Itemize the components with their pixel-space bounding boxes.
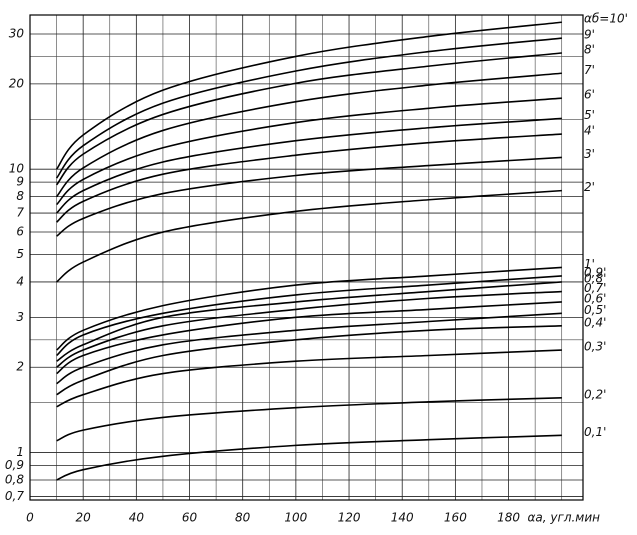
y-tick-label: 0,7 (5, 489, 24, 503)
curve (56, 290, 562, 368)
series-label: 2' (584, 180, 595, 194)
series-label: 0,5' (584, 303, 606, 317)
series-label: 4' (584, 124, 595, 138)
series-label: 6' (584, 88, 595, 102)
y-tick-label: 9 (16, 175, 24, 189)
curve (55, 52, 562, 186)
series-label: 3' (584, 147, 595, 161)
plot-frame (29, 14, 584, 501)
series-label: 0,8' (584, 271, 606, 285)
x-tick-label: 100 (284, 511, 307, 525)
series-label: 5' (584, 108, 595, 122)
x-tick-label: 140 (391, 511, 414, 525)
y-tick-label: 1 (16, 445, 24, 459)
x-tick-label: 40 (129, 511, 145, 525)
curve (56, 156, 562, 237)
y-tick-label: 6 (16, 225, 24, 239)
curve (55, 21, 562, 170)
y-tick-label: 0,9 (5, 458, 24, 472)
curve (56, 281, 562, 362)
curve (56, 397, 562, 442)
curve (56, 275, 562, 357)
y-tick-label: 8 (16, 189, 24, 203)
series-label: 0,7' (584, 281, 606, 295)
series-label: 0,3' (584, 340, 606, 354)
series-label: 1' (584, 257, 595, 271)
curve (56, 266, 562, 351)
curve (56, 117, 562, 214)
y-tick-label: 2 (16, 360, 24, 374)
y-tick-label: 4 (16, 274, 24, 288)
x-tick-label: 80 (235, 511, 251, 525)
series-label: 0,4' (584, 315, 606, 329)
y-tick-label: 20 (9, 76, 25, 90)
y-tick-label: 30 (9, 26, 25, 40)
series-label: 0,2' (584, 387, 606, 401)
x-tick-label: 60 (182, 511, 198, 525)
curve (55, 37, 562, 179)
y-tick-label: 0,8 (5, 472, 24, 486)
curve (56, 133, 562, 223)
curve (56, 434, 562, 481)
x-tick-label: 160 (444, 511, 467, 525)
curve (56, 312, 562, 385)
x-tick-label: 180 (497, 511, 520, 525)
y-tick-label: 3 (16, 310, 24, 324)
x-tick-label: 20 (76, 511, 92, 525)
curve (56, 325, 562, 396)
series-label: 7' (584, 63, 595, 77)
curve (56, 189, 562, 283)
x-tick-label: 120 (338, 511, 361, 525)
curve (56, 301, 562, 375)
series-label: αб=10' (584, 12, 628, 26)
y-tick-label: 7 (16, 206, 24, 220)
series-label: 0,1' (584, 425, 606, 439)
y-tick-label: 10 (9, 162, 25, 176)
series-label: 8' (584, 43, 595, 57)
x-tick-label: 0 (26, 511, 34, 525)
curve (55, 72, 562, 198)
curve (56, 349, 562, 408)
curve (56, 97, 562, 206)
series-label: 9' (584, 28, 595, 42)
y-tick-label: 5 (16, 247, 24, 261)
x-axis-label: αа, угл.мин (528, 511, 601, 525)
series-label: 0,6' (584, 291, 606, 305)
series-label: 0,9' (584, 265, 606, 279)
